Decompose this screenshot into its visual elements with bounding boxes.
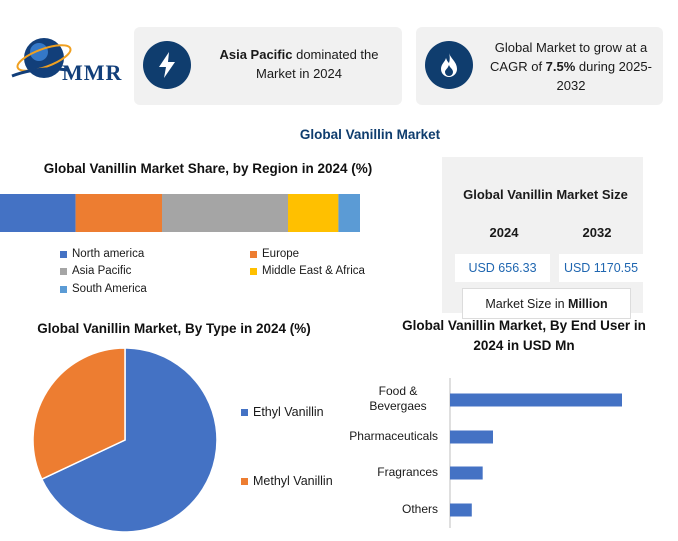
enduser-chart-title: Global Vanillin Market, By End User in 2…	[402, 318, 646, 353]
year-2032: 2032	[582, 225, 612, 240]
market-size-title: Global Vanillin Market Size	[463, 187, 628, 202]
year-2024: 2024	[489, 225, 519, 240]
enduser-bar-food-bevergaes	[450, 393, 622, 407]
enduser-label-pharmaceuticals: Pharmaceuticals	[349, 429, 438, 443]
enduser-bar-fragrances	[450, 466, 483, 480]
enduser-bar-chart	[449, 378, 622, 528]
note-unit: Million	[568, 296, 608, 311]
insight-card-cagr: Global Market to grow at a CAGR of 7.5% …	[416, 27, 663, 105]
insight-card-region: Asia Pacific dominated the Market in 202…	[134, 27, 402, 105]
logo-text: MMR	[62, 60, 123, 85]
cagr-post: during 2025-2032	[556, 59, 652, 93]
enduser-label-others: Others	[401, 502, 438, 516]
legend-label: Asia Pacific	[72, 265, 132, 277]
region-bar-segment-north-america	[0, 194, 76, 232]
insight-text-cagr: Global Market to grow at a CAGR of 7.5% …	[486, 38, 656, 95]
legend-item-middle-east-africa: Middle East & Africa	[250, 265, 365, 277]
legend-item-asia-pacific: Asia Pacific	[60, 265, 131, 277]
insight-rest: dominated the Market in 2024	[256, 47, 379, 81]
enduser-label-food-bevergaes: Food & Bevergaes	[369, 384, 427, 413]
legend-swatch	[241, 477, 248, 485]
legend-swatch	[250, 250, 257, 258]
enduser-bar-others	[450, 503, 472, 517]
region-stacked-bar	[0, 194, 360, 232]
region-bar-segment-middle-east-africa	[288, 194, 339, 232]
legend-item-ethyl-vanillin: Ethyl Vanillin	[241, 405, 324, 419]
pie-slice-methyl-vanillin	[32, 347, 126, 481]
legend-item-north-america: North america	[60, 248, 144, 260]
page-title: Global Vanillin Market	[299, 127, 441, 142]
market-size-panel: Global Vanillin Market Size 2024 2032 US…	[442, 157, 643, 319]
legend-label: Middle East & Africa	[262, 265, 365, 277]
legend-item-europe: Europe	[250, 248, 299, 260]
legend-label: South America	[72, 283, 147, 295]
flame-icon	[425, 41, 473, 89]
lightning-icon	[143, 41, 191, 89]
region-bar-segment-south-america	[338, 194, 360, 232]
market-size-note: Market Size in Million	[462, 288, 631, 319]
legend-swatch	[250, 267, 257, 275]
legend-item-methyl-vanillin: Methyl Vanillin	[241, 474, 333, 488]
legend-swatch	[241, 408, 248, 416]
legend-swatch	[60, 285, 67, 293]
type-chart-title: Global Vanillin Market, By Type in 2024 …	[37, 321, 311, 336]
legend-label: Ethyl Vanillin	[253, 405, 324, 419]
enduser-label-fragrances: Fragrances	[377, 465, 438, 479]
enduser-bar-pharmaceuticals	[450, 430, 493, 444]
cagr-pre: Global Market to grow at a CAGR of	[490, 40, 648, 74]
pie-slice-ethyl-vanillin	[40, 347, 218, 533]
globe-logo-icon	[11, 38, 72, 78]
value-2032: USD 1170.55	[559, 254, 643, 282]
legend-swatch	[60, 267, 67, 275]
legend-swatch	[60, 250, 67, 258]
region-bar-segment-asia-pacific	[162, 194, 288, 232]
insight-bold: Asia Pacific	[219, 47, 293, 62]
note-prefix: Market Size in	[485, 296, 569, 311]
legend-item-south-america: South America	[60, 283, 147, 295]
legend-label: Methyl Vanillin	[253, 474, 333, 488]
insight-text-region: Asia Pacific dominated the Market in 202…	[206, 45, 392, 83]
region-bar-segment-europe	[75, 194, 162, 232]
legend-label: North america	[72, 248, 145, 260]
legend-label: Europe	[262, 248, 300, 260]
region-chart-title: Global Vanillin Market Share, by Region …	[43, 161, 373, 176]
logo: MMR	[8, 30, 126, 92]
type-pie-chart	[32, 347, 218, 533]
cagr-value: 7.5%	[545, 59, 576, 74]
value-2024: USD 656.33	[455, 254, 550, 282]
